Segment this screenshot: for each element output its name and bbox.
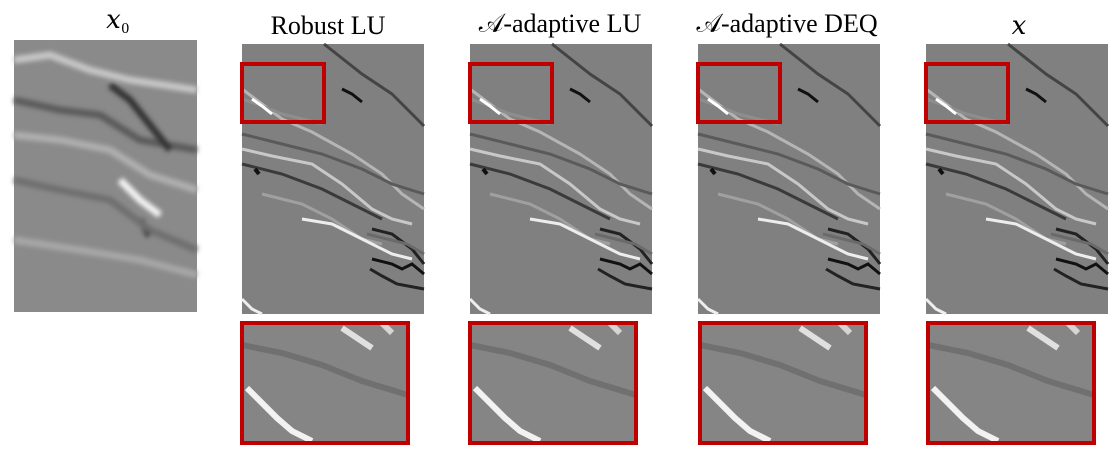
panel-title: 𝒜-adaptive DEQ [696, 9, 877, 38]
adaptive-deq-image [696, 42, 882, 316]
panel-title: Robust LU [271, 11, 386, 40]
panel-title: 𝑥 [1012, 11, 1027, 40]
adaptive-lu-image [468, 42, 654, 316]
robust-lu-zoom [242, 323, 408, 443]
robust-lu-image [240, 42, 426, 316]
panel-title: 𝑥₀ [106, 5, 130, 34]
input-image [13, 40, 199, 312]
ground-truth-image [924, 42, 1110, 316]
adaptive-deq-zoom [700, 323, 866, 443]
adaptive-lu-zoom [470, 323, 636, 443]
panel-title: 𝒜-adaptive LU [479, 9, 642, 38]
ground-truth-zoom [928, 323, 1094, 443]
